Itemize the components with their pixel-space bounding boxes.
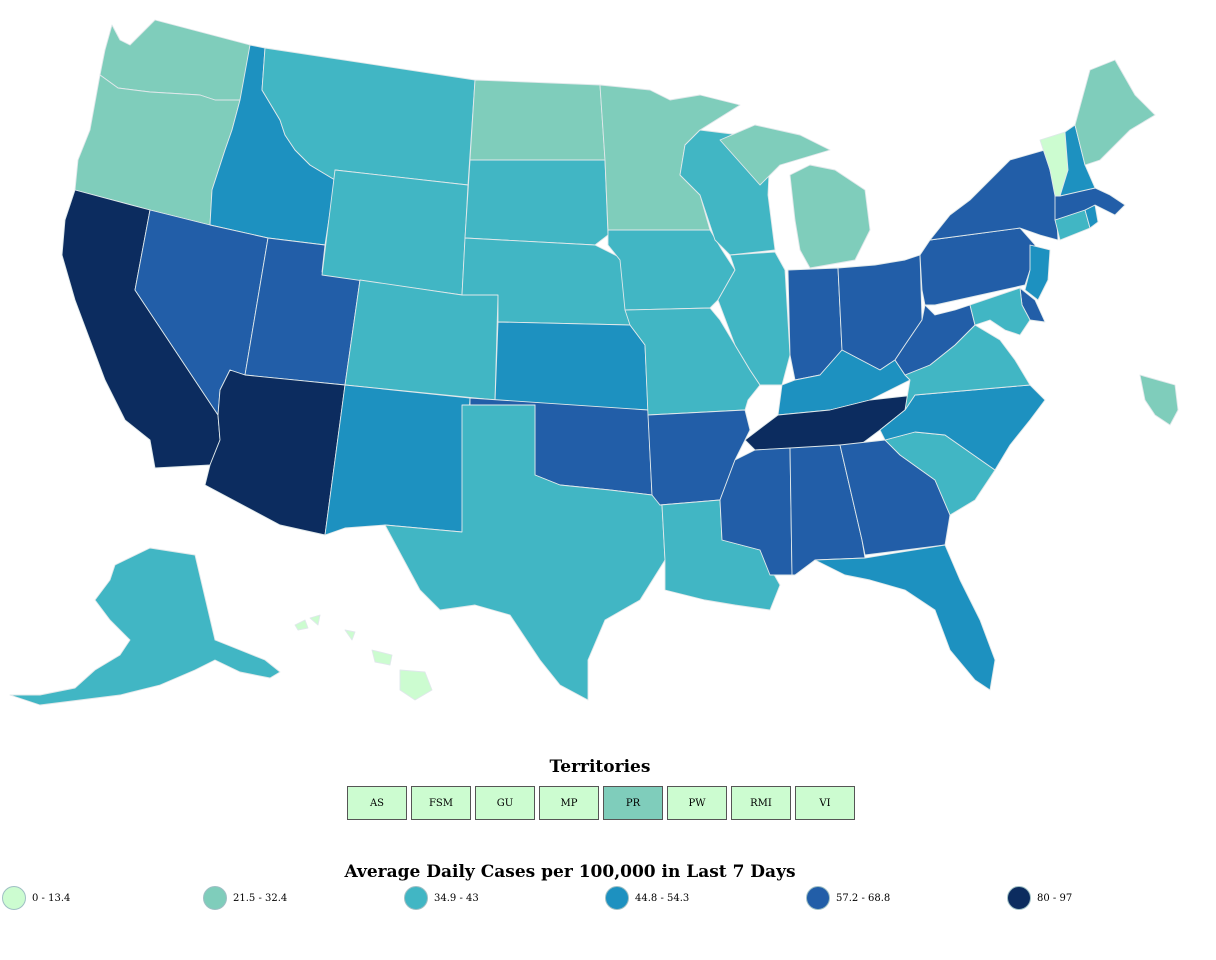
state-MD[interactable]: [969, 287, 1031, 336]
legend-item: 44.8 - 54.3: [605, 886, 689, 910]
legend-title: Average Daily Cases per 100,000 in Last …: [344, 862, 796, 882]
state-NJ[interactable]: [1024, 244, 1051, 301]
territories-title: Territories: [549, 757, 651, 777]
legend-label: 57.2 - 68.8: [836, 892, 891, 904]
legend-swatch: [404, 886, 428, 910]
state-CO[interactable]: [344, 279, 499, 401]
state-HI[interactable]: [294, 614, 433, 701]
state-ME[interactable]: [1074, 59, 1156, 166]
state-MO[interactable]: [624, 307, 761, 416]
legend-item: 80 - 97: [1007, 886, 1072, 910]
state-TX[interactable]: [384, 404, 666, 701]
state-MA[interactable]: [1054, 187, 1126, 221]
legend-swatch: [2, 886, 26, 910]
territory-button-pr[interactable]: PR: [603, 786, 663, 820]
territory-button-vi[interactable]: VI: [795, 786, 855, 820]
state-SD[interactable]: [464, 159, 609, 246]
territory-button-pw[interactable]: PW: [667, 786, 727, 820]
legend-swatch: [1007, 886, 1031, 910]
state-IA[interactable]: [607, 229, 736, 311]
legend-label: 44.8 - 54.3: [635, 892, 690, 904]
state-ND[interactable]: [469, 79, 606, 161]
us-map: [9, 19, 1179, 706]
legend: 0 - 13.4 21.5 - 32.4 34.9 - 43 44.8 - 54.3 5…: [0, 886, 1216, 912]
legend-swatch: [806, 886, 830, 910]
legend-label: 34.9 - 43: [434, 892, 479, 904]
state-AZ[interactable]: [204, 369, 346, 536]
legend-item: 34.9 - 43: [404, 886, 479, 910]
state-AK[interactable]: [9, 547, 281, 706]
territory-button-mp[interactable]: MP: [539, 786, 599, 820]
legend-label: 21.5 - 32.4: [233, 892, 288, 904]
legend-label: 0 - 13.4: [32, 892, 71, 904]
territory-button-as[interactable]: AS: [347, 786, 407, 820]
territory-button-fsm[interactable]: FSM: [411, 786, 471, 820]
territory-button-rmi[interactable]: RMI: [731, 786, 791, 820]
territory-buttons: AS FSM GU MP PR PW RMI VI: [347, 786, 855, 820]
territory-button-gu[interactable]: GU: [475, 786, 535, 820]
state-WA[interactable]: [99, 19, 251, 101]
state-KS[interactable]: [494, 321, 649, 411]
state-FL[interactable]: [814, 544, 996, 691]
legend-item: 0 - 13.4: [2, 886, 70, 910]
state-MI[interactable]: [719, 124, 871, 269]
legend-swatch: [203, 886, 227, 910]
legend-label: 80 - 97: [1037, 892, 1073, 904]
state-NY[interactable]: [929, 149, 1059, 241]
legend-item: 57.2 - 68.8: [806, 886, 890, 910]
state-NM[interactable]: [324, 384, 471, 536]
legend-swatch: [605, 886, 629, 910]
state-IL[interactable]: [717, 251, 791, 386]
state-WY[interactable]: [321, 169, 469, 296]
territory-PR-island[interactable]: [1139, 374, 1179, 426]
legend-item: 21.5 - 32.4: [203, 886, 287, 910]
